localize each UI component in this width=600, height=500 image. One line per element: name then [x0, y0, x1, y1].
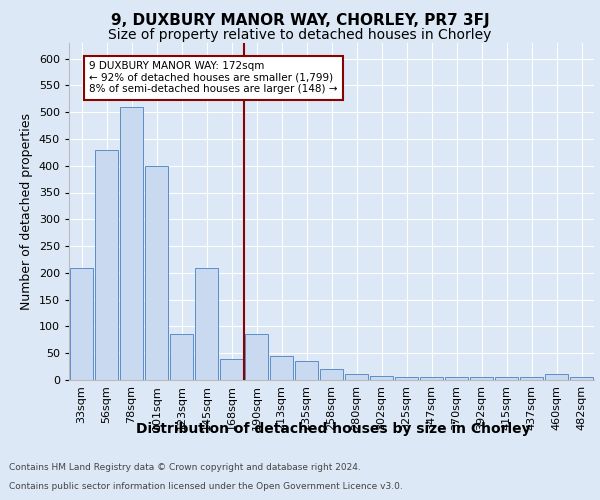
- Text: 9, DUXBURY MANOR WAY, CHORLEY, PR7 3FJ: 9, DUXBURY MANOR WAY, CHORLEY, PR7 3FJ: [110, 12, 490, 28]
- Bar: [445, 378, 469, 380]
- Bar: [344, 374, 368, 380]
- Y-axis label: Number of detached properties: Number of detached properties: [20, 113, 33, 310]
- Bar: [194, 268, 218, 380]
- Text: Size of property relative to detached houses in Chorley: Size of property relative to detached ho…: [109, 28, 491, 42]
- Bar: [95, 150, 118, 380]
- Bar: [269, 356, 293, 380]
- Text: 9 DUXBURY MANOR WAY: 172sqm
← 92% of detached houses are smaller (1,799)
8% of s: 9 DUXBURY MANOR WAY: 172sqm ← 92% of det…: [89, 61, 337, 94]
- Bar: [245, 334, 268, 380]
- Bar: [145, 166, 169, 380]
- Bar: [295, 361, 319, 380]
- Bar: [520, 378, 544, 380]
- Bar: [419, 378, 443, 380]
- Bar: [170, 334, 193, 380]
- Bar: [395, 377, 418, 380]
- Text: Contains public sector information licensed under the Open Government Licence v3: Contains public sector information licen…: [9, 482, 403, 491]
- Bar: [569, 377, 593, 380]
- Bar: [320, 370, 343, 380]
- Bar: [220, 358, 244, 380]
- Bar: [70, 268, 94, 380]
- Text: Distribution of detached houses by size in Chorley: Distribution of detached houses by size …: [136, 422, 530, 436]
- Bar: [370, 376, 394, 380]
- Bar: [545, 374, 568, 380]
- Bar: [119, 107, 143, 380]
- Text: Contains HM Land Registry data © Crown copyright and database right 2024.: Contains HM Land Registry data © Crown c…: [9, 464, 361, 472]
- Bar: [470, 378, 493, 380]
- Bar: [494, 378, 518, 380]
